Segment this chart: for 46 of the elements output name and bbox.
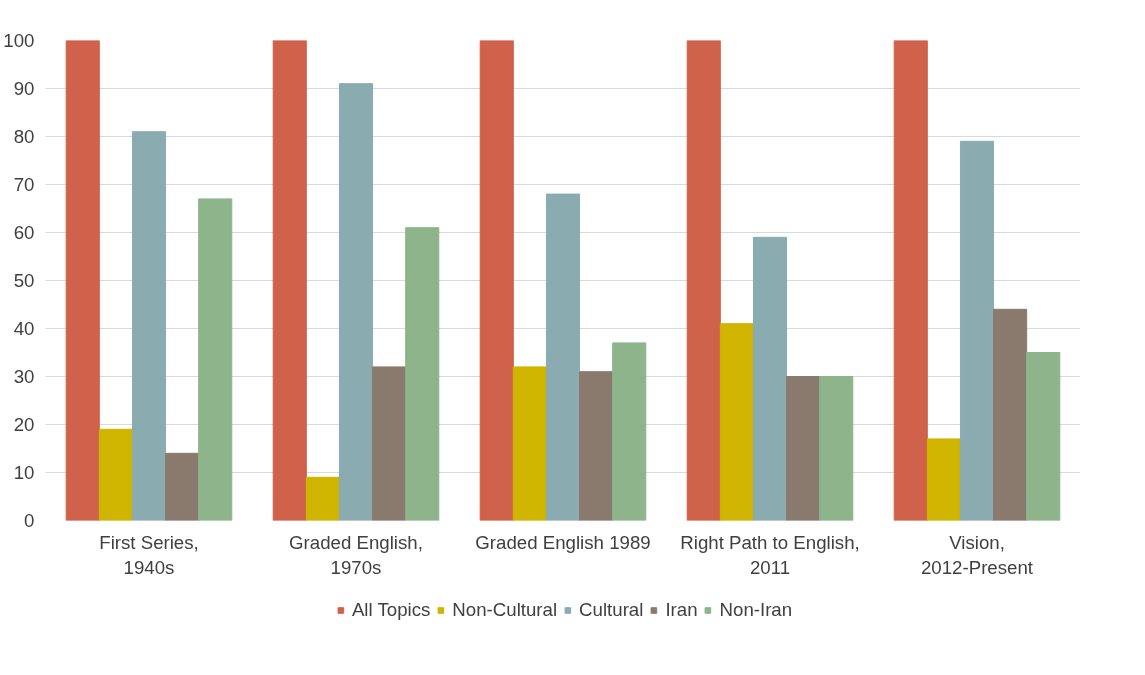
y-tick-label: 70 — [13, 174, 35, 195]
y-tick-label: 0 — [24, 510, 35, 531]
y-tick-label: 10 — [13, 462, 35, 483]
y-tick-label: 100 — [3, 30, 35, 51]
bar — [165, 452, 200, 521]
x-tick-label: Right Path to English, 2011 — [680, 531, 860, 578]
legend-label: All Topics — [351, 599, 431, 621]
legend-label: Iran — [665, 599, 698, 621]
bar — [65, 40, 100, 521]
y-tick-label: 50 — [13, 270, 35, 291]
bar — [338, 83, 374, 521]
bar — [198, 198, 233, 521]
y-tick-label: 80 — [13, 126, 35, 147]
bar — [272, 40, 307, 521]
bar — [479, 40, 514, 521]
legend-label: Non-Cultural — [452, 599, 558, 621]
bar — [98, 428, 133, 521]
bar — [752, 236, 788, 521]
bar — [612, 342, 647, 521]
bar — [579, 371, 614, 521]
bar — [893, 40, 928, 521]
y-tick-label: 90 — [13, 78, 35, 99]
bar — [512, 366, 547, 521]
y-tick-label: 30 — [13, 366, 35, 387]
bar — [545, 193, 581, 521]
bar — [372, 366, 407, 521]
bar — [686, 40, 721, 521]
bar — [819, 376, 854, 521]
bar — [405, 227, 440, 521]
bar — [1026, 352, 1061, 521]
bar — [305, 476, 340, 521]
y-tick-label: 60 — [13, 222, 35, 243]
legend-label: Non-Iran — [719, 599, 793, 621]
y-tick-label: 40 — [13, 318, 35, 339]
legend-label: Cultural — [579, 599, 644, 621]
bar — [719, 323, 754, 521]
bar — [926, 438, 961, 521]
x-tick-label: Graded English, 1970s — [289, 531, 423, 578]
bar — [993, 308, 1028, 521]
y-tick-label: 20 — [13, 414, 35, 435]
x-tick-label: Vision, 2012-Present — [920, 531, 1034, 578]
bar — [131, 131, 167, 521]
bar — [959, 140, 995, 521]
x-tick-label: Graded English 1989 — [475, 531, 651, 553]
x-tick-label: First Series, 1940s — [99, 531, 199, 578]
bar — [786, 376, 821, 521]
